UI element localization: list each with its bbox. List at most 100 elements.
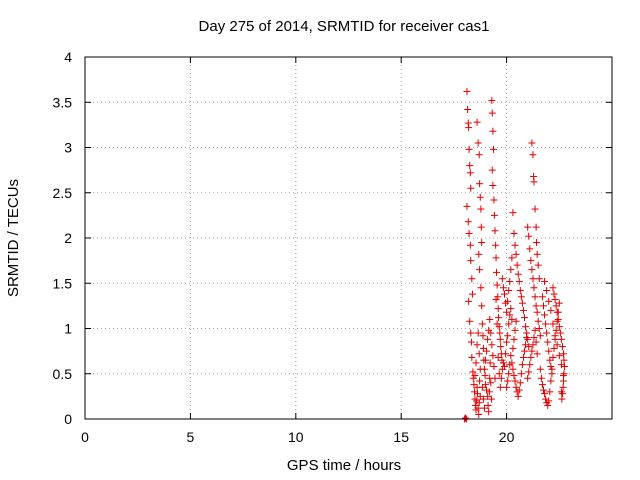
data-point [465,297,473,305]
data-point [497,343,505,351]
data-point [475,410,483,418]
x-tick-label: 5 [187,429,195,445]
data-point [500,290,508,298]
data-point [524,223,532,231]
data-point [478,320,486,328]
data-point [464,218,472,226]
data-point [467,257,475,265]
data-point [482,356,490,364]
data-point [556,329,564,337]
y-tick-label: 2 [64,230,72,246]
data-point [484,401,492,409]
data-point [527,353,535,361]
data-point [487,395,495,403]
data-point [516,286,524,294]
x-tick-label: 15 [393,429,409,445]
data-point [464,105,472,113]
data-point [558,395,566,403]
data-point [488,341,496,349]
data-point [557,335,565,343]
data-point [484,335,492,343]
data-point [538,381,546,389]
data-point [505,286,513,294]
data-point [463,202,471,210]
data-point [492,241,500,249]
data-point [554,315,562,323]
data-point [496,329,504,337]
data-point [476,377,484,385]
data-point [539,302,547,310]
data-point [465,229,473,237]
y-tick-label: 0.5 [53,366,73,382]
data-point [491,227,499,235]
data-point [515,386,523,394]
data-point [466,317,474,325]
data-point [490,211,498,219]
data-point [558,390,566,398]
data-point [560,372,568,380]
data-point [528,266,536,274]
data-point [557,388,565,396]
data-point [512,317,520,325]
data-point [461,414,469,422]
data-point [544,401,552,409]
data-point [466,241,474,249]
grid-lines [85,57,612,419]
data-point [558,343,566,351]
data-point [473,118,481,126]
data-point [534,317,542,325]
data-point [555,352,563,360]
data-point [543,329,551,337]
data-point [532,338,540,346]
data-point [489,352,497,360]
data-point [475,399,483,407]
data-point [493,281,501,289]
data-point [471,388,479,396]
data-point [494,305,502,313]
data-point [524,335,532,343]
data-point [466,162,474,170]
data-point [508,254,516,262]
data-point [475,350,483,358]
data-point [478,302,486,310]
data-point [466,169,474,177]
data-point [545,397,553,405]
data-point [490,363,498,371]
data-point [500,363,508,371]
data-point [505,370,513,378]
data-point [490,196,498,204]
data-point [518,299,526,307]
data-point [496,335,504,343]
data-point [494,353,502,361]
data-point [486,315,494,323]
data-point [502,350,510,358]
data-point [503,338,511,346]
data-point [552,326,560,334]
data-point [504,377,512,385]
data-point [497,374,505,382]
data-points [460,87,569,423]
data-point [467,184,475,192]
x-axis-label: GPS time / hours [287,457,401,474]
data-point [499,359,507,367]
data-point [475,250,483,258]
data-point [504,297,512,305]
data-point [526,361,534,369]
data-point [517,370,525,378]
data-point [484,392,492,400]
data-point [483,347,491,355]
data-point [538,293,546,301]
data-point [511,241,519,249]
data-point [488,109,496,117]
data-point [481,372,489,380]
data-point [541,277,549,285]
data-point [527,257,535,265]
data-point [474,329,482,337]
data-point [480,404,488,412]
data-point [465,145,473,153]
data-point [510,229,518,237]
data-point [511,377,519,385]
data-point [506,277,514,285]
data-point [495,314,503,322]
